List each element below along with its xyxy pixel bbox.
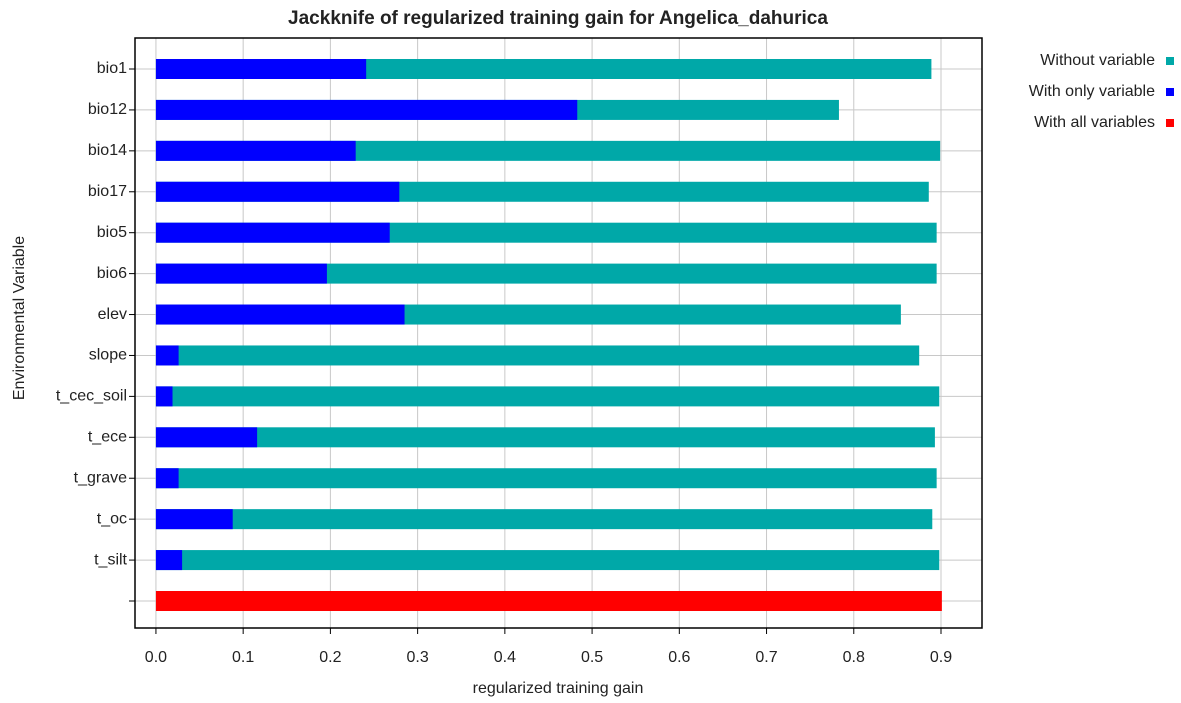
bar xyxy=(155,59,367,79)
plot-frame xyxy=(134,37,983,629)
y-tick-label: elev xyxy=(98,306,127,323)
plot-background xyxy=(135,38,982,628)
bar xyxy=(155,140,356,161)
x-tick-label: 0.8 xyxy=(843,649,865,666)
legend-label: Without variable xyxy=(1040,52,1155,69)
bar xyxy=(155,263,327,284)
bar xyxy=(155,427,935,448)
bar xyxy=(155,468,179,489)
legend-swatch xyxy=(1166,57,1174,65)
bar xyxy=(155,509,233,530)
y-tick-label: slope xyxy=(89,347,127,364)
bar xyxy=(155,386,940,407)
x-tick-label: 0.5 xyxy=(581,649,603,666)
y-tick-label: bio5 xyxy=(97,224,127,241)
legend-swatch xyxy=(1166,88,1174,96)
x-tick-label: 0.7 xyxy=(755,649,777,666)
x-tick-label: 0.1 xyxy=(232,649,254,666)
bar xyxy=(155,263,937,284)
bar xyxy=(155,550,940,571)
y-tick-label: bio12 xyxy=(88,101,127,118)
bar xyxy=(155,181,400,202)
y-tick-label: t_ece xyxy=(88,429,127,446)
y-tick-label: t_silt xyxy=(94,551,127,568)
bar xyxy=(155,591,942,611)
y-axis-label: Environmental Variable xyxy=(11,236,28,400)
y-tick-label: bio17 xyxy=(88,183,127,200)
y-tick-label: t_cec_soil xyxy=(56,388,127,405)
y-tick-label: t_oc xyxy=(97,510,127,527)
x-tick-label: 0.3 xyxy=(406,649,428,666)
bar xyxy=(155,345,179,366)
x-tick-label: 0.6 xyxy=(668,649,690,666)
legend-label: With only variable xyxy=(1029,83,1155,100)
x-tick-label: 0.4 xyxy=(494,649,516,666)
legend-swatch xyxy=(1166,119,1174,127)
chart-title: Jackknife of regularized training gain f… xyxy=(288,8,828,29)
bar xyxy=(155,468,937,489)
y-tick-label: bio6 xyxy=(97,265,127,282)
x-tick-label: 0.0 xyxy=(145,649,167,666)
bar xyxy=(155,99,578,120)
bar xyxy=(155,386,173,407)
x-tick-label: 0.9 xyxy=(930,649,952,666)
bar xyxy=(155,345,920,366)
bar xyxy=(155,427,258,448)
y-tick-label: t_grave xyxy=(74,469,127,486)
x-axis-label: regularized training gain xyxy=(473,680,644,697)
bar xyxy=(155,509,933,530)
bar xyxy=(155,550,183,571)
x-tick-label: 0.2 xyxy=(319,649,341,666)
y-tick-label: bio1 xyxy=(97,60,127,77)
bar xyxy=(155,222,390,243)
y-tick-label: bio14 xyxy=(88,142,127,159)
legend-label: With all variables xyxy=(1034,114,1155,131)
bar xyxy=(155,304,405,325)
